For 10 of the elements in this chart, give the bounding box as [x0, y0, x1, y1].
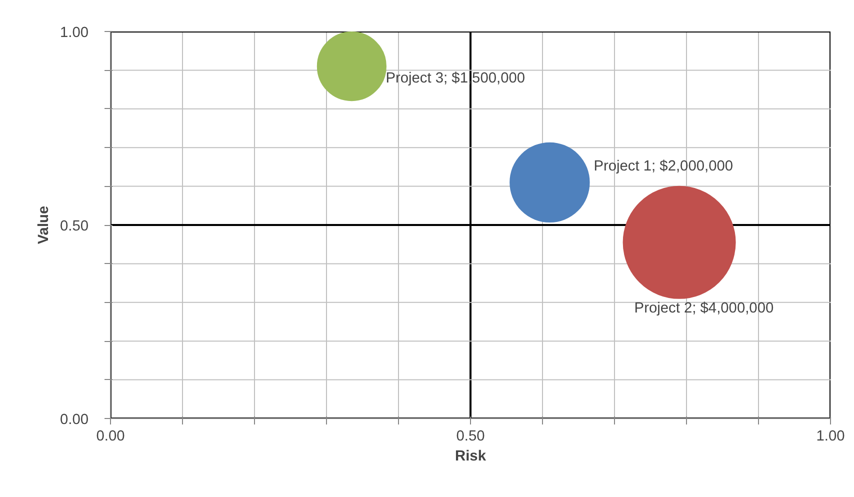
- series-label: Project 1; $2,000,000: [594, 158, 734, 174]
- x-tick-label: 1.00: [816, 428, 845, 444]
- x-tick-label: 0.00: [96, 428, 125, 444]
- y-axis-title: Value: [36, 206, 52, 244]
- x-tick-label: 0.50: [456, 428, 485, 444]
- x-axis-title: Risk: [455, 448, 487, 464]
- y-tick-label: 0.50: [60, 218, 89, 234]
- series-label: Project 2; $4,000,000: [634, 300, 774, 316]
- y-tick-label: 0.00: [60, 412, 89, 428]
- y-tick-label: 1.00: [60, 25, 89, 41]
